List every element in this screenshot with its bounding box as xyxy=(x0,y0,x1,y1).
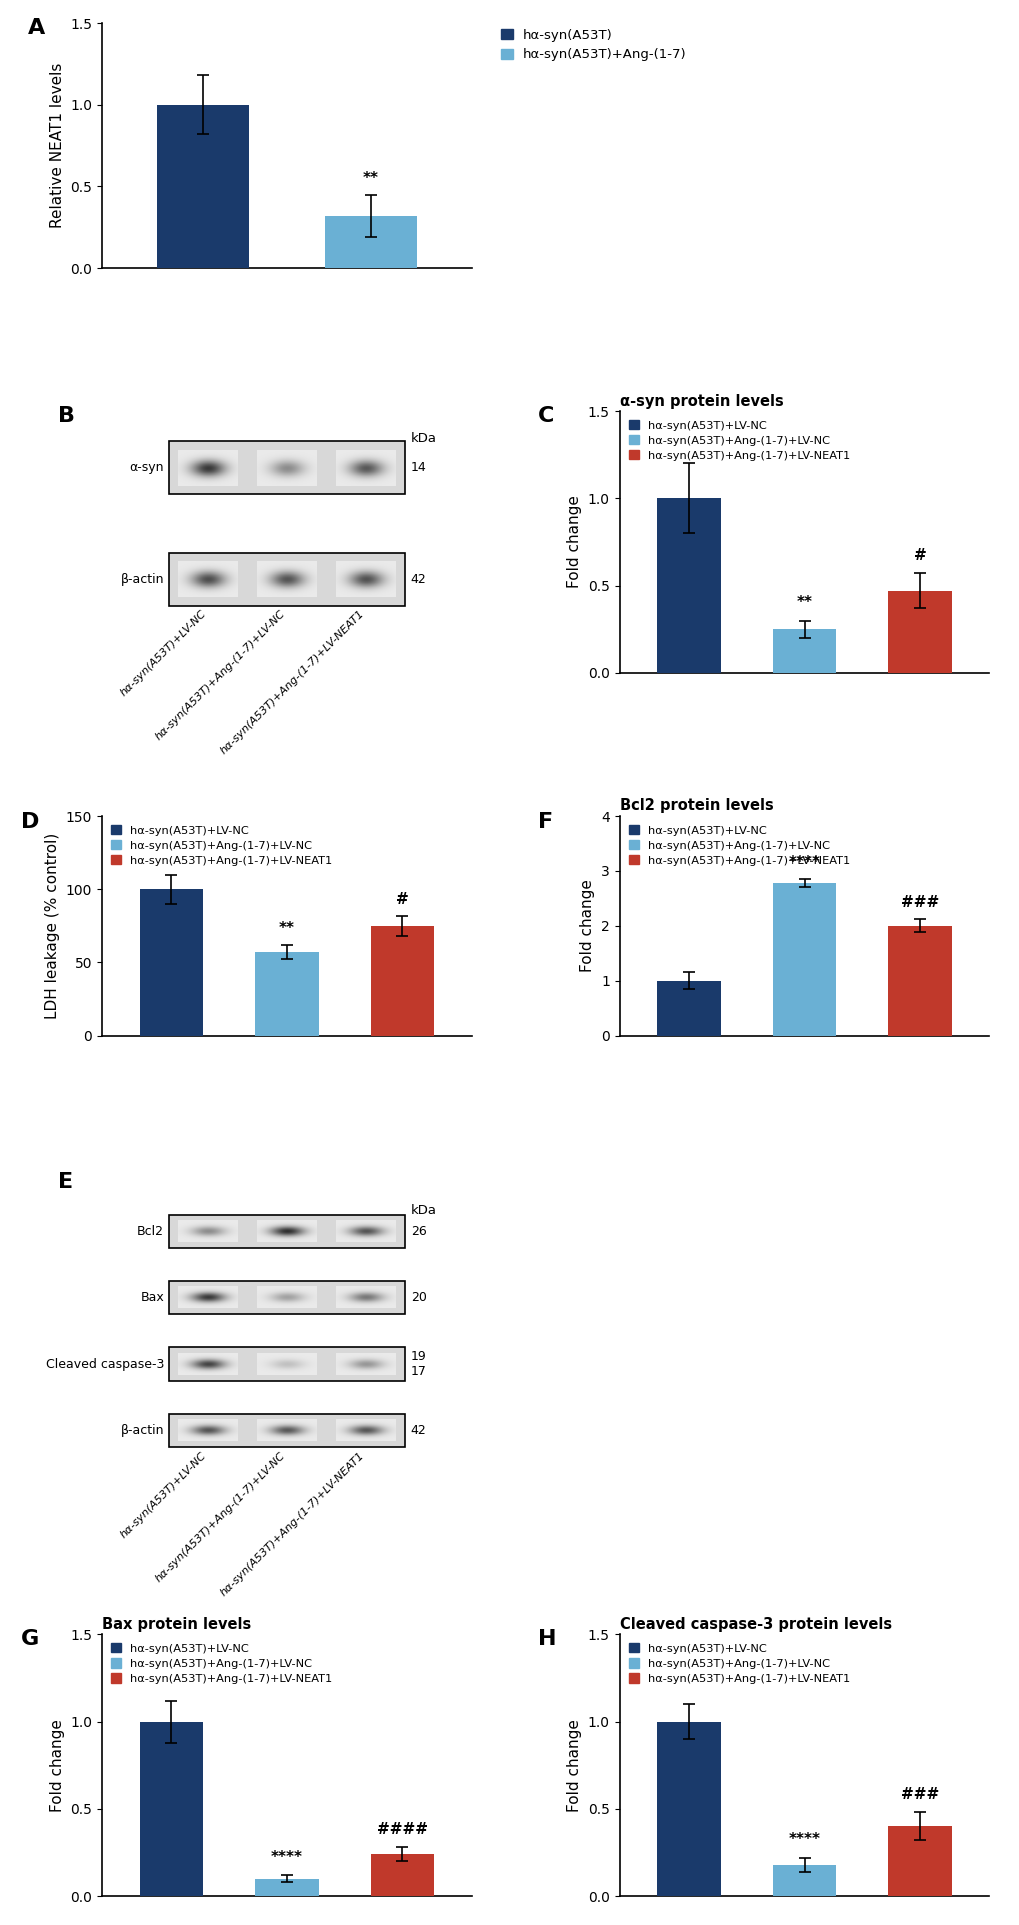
Text: B: B xyxy=(58,406,74,425)
Text: kDa: kDa xyxy=(411,431,436,445)
Text: F: F xyxy=(538,812,553,832)
Text: hα-syn(A53T)+Ang-(1-7)+LV-NC: hα-syn(A53T)+Ang-(1-7)+LV-NC xyxy=(153,608,286,741)
Text: G: G xyxy=(20,1629,39,1650)
FancyBboxPatch shape xyxy=(168,1280,405,1315)
Text: Cleaved caspase-3: Cleaved caspase-3 xyxy=(46,1357,164,1371)
Legend: hα-syn(A53T)+LV-NC, hα-syn(A53T)+Ang-(1-7)+LV-NC, hα-syn(A53T)+Ang-(1-7)+LV-NEAT: hα-syn(A53T)+LV-NC, hα-syn(A53T)+Ang-(1-… xyxy=(108,1640,336,1688)
Bar xyxy=(140,1721,203,1896)
Text: Cleaved caspase-3 protein levels: Cleaved caspase-3 protein levels xyxy=(620,1617,891,1632)
Text: 19
17: 19 17 xyxy=(411,1349,426,1378)
Text: #: # xyxy=(395,891,409,907)
Bar xyxy=(157,104,249,268)
Text: 26: 26 xyxy=(411,1224,426,1238)
Bar xyxy=(656,980,720,1036)
Y-axis label: Fold change: Fold change xyxy=(580,880,595,972)
Legend: hα-syn(A53T)+LV-NC, hα-syn(A53T)+Ang-(1-7)+LV-NC, hα-syn(A53T)+Ang-(1-7)+LV-NEAT: hα-syn(A53T)+LV-NC, hα-syn(A53T)+Ang-(1-… xyxy=(625,418,853,464)
Text: hα-syn(A53T)+LV-NC: hα-syn(A53T)+LV-NC xyxy=(118,1450,208,1540)
FancyBboxPatch shape xyxy=(168,1348,405,1380)
Text: C: C xyxy=(538,406,554,425)
Legend: hα-syn(A53T), hα-syn(A53T)+Ang-(1-7): hα-syn(A53T), hα-syn(A53T)+Ang-(1-7) xyxy=(496,25,690,65)
Text: α-syn: α-syn xyxy=(129,462,164,474)
Bar xyxy=(370,926,434,1036)
Legend: hα-syn(A53T)+LV-NC, hα-syn(A53T)+Ang-(1-7)+LV-NC, hα-syn(A53T)+Ang-(1-7)+LV-NEAT: hα-syn(A53T)+LV-NC, hα-syn(A53T)+Ang-(1-… xyxy=(625,1640,853,1688)
Text: Bax protein levels: Bax protein levels xyxy=(102,1617,251,1632)
Text: Bax: Bax xyxy=(141,1292,164,1305)
Text: Bcl2 protein levels: Bcl2 protein levels xyxy=(620,799,772,814)
Bar xyxy=(656,499,720,674)
Bar xyxy=(255,1879,318,1896)
Bar xyxy=(772,884,836,1036)
Bar xyxy=(888,591,951,674)
Bar xyxy=(370,1854,434,1896)
Text: 42: 42 xyxy=(411,1424,426,1438)
FancyBboxPatch shape xyxy=(168,441,405,495)
Text: β-actin: β-actin xyxy=(120,1424,164,1438)
Text: hα-syn(A53T)+LV-NC: hα-syn(A53T)+LV-NC xyxy=(118,608,208,699)
Bar xyxy=(656,1721,720,1896)
Bar xyxy=(140,889,203,1036)
Text: D: D xyxy=(20,812,39,832)
Y-axis label: Relative NEAT1 levels: Relative NEAT1 levels xyxy=(50,64,64,229)
FancyBboxPatch shape xyxy=(168,552,405,606)
FancyBboxPatch shape xyxy=(168,1413,405,1448)
Text: #: # xyxy=(913,549,925,562)
Bar xyxy=(255,953,318,1036)
Bar xyxy=(772,1865,836,1896)
Text: ****: **** xyxy=(788,1833,819,1848)
FancyBboxPatch shape xyxy=(168,1215,405,1247)
Text: 42: 42 xyxy=(411,572,426,585)
Text: hα-syn(A53T)+Ang-(1-7)+LV-NC: hα-syn(A53T)+Ang-(1-7)+LV-NC xyxy=(153,1450,286,1584)
Text: **: ** xyxy=(363,171,378,187)
Text: ###: ### xyxy=(900,895,938,911)
Text: E: E xyxy=(58,1172,72,1192)
Text: α-syn protein levels: α-syn protein levels xyxy=(620,393,783,408)
Text: ####: #### xyxy=(377,1821,428,1836)
Text: 14: 14 xyxy=(411,462,426,474)
Y-axis label: Fold change: Fold change xyxy=(567,1719,582,1811)
Bar xyxy=(888,926,951,1036)
Text: kDa: kDa xyxy=(411,1203,436,1217)
Bar xyxy=(324,216,417,268)
Text: **: ** xyxy=(796,595,812,610)
Text: A: A xyxy=(29,17,45,38)
Text: 20: 20 xyxy=(411,1292,426,1305)
Text: hα-syn(A53T)+Ang-(1-7)+LV-NEAT1: hα-syn(A53T)+Ang-(1-7)+LV-NEAT1 xyxy=(218,608,366,757)
Legend: hα-syn(A53T)+LV-NC, hα-syn(A53T)+Ang-(1-7)+LV-NC, hα-syn(A53T)+Ang-(1-7)+LV-NEAT: hα-syn(A53T)+LV-NC, hα-syn(A53T)+Ang-(1-… xyxy=(108,822,336,868)
Y-axis label: LDH leakage (% control): LDH leakage (% control) xyxy=(45,834,60,1018)
Text: ****: **** xyxy=(788,855,819,870)
Text: Bcl2: Bcl2 xyxy=(137,1224,164,1238)
Text: **: ** xyxy=(278,920,294,936)
Text: hα-syn(A53T)+Ang-(1-7)+LV-NEAT1: hα-syn(A53T)+Ang-(1-7)+LV-NEAT1 xyxy=(218,1450,366,1598)
Text: ###: ### xyxy=(900,1786,938,1802)
Y-axis label: Fold change: Fold change xyxy=(567,495,582,589)
Legend: hα-syn(A53T)+LV-NC, hα-syn(A53T)+Ang-(1-7)+LV-NC, hα-syn(A53T)+Ang-(1-7)+LV-NEAT: hα-syn(A53T)+LV-NC, hα-syn(A53T)+Ang-(1-… xyxy=(625,822,853,868)
Text: β-actin: β-actin xyxy=(120,572,164,585)
Text: ****: **** xyxy=(271,1850,303,1865)
Bar xyxy=(888,1827,951,1896)
Text: H: H xyxy=(538,1629,556,1650)
Bar xyxy=(772,629,836,674)
Y-axis label: Fold change: Fold change xyxy=(50,1719,64,1811)
